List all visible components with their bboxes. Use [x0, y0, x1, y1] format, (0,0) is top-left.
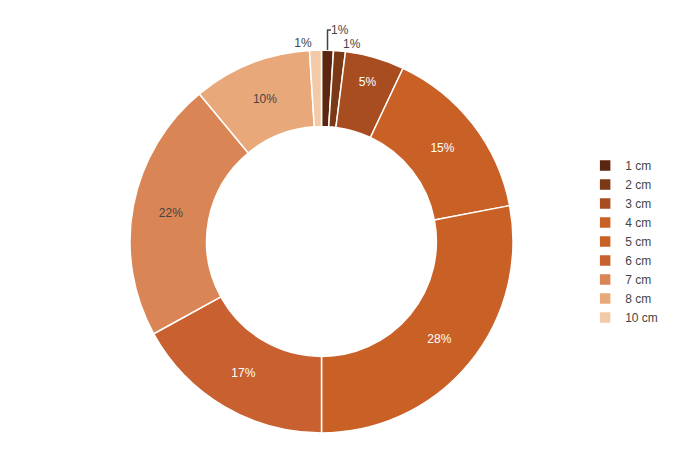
svg-text:1%: 1% — [331, 23, 349, 37]
svg-text:10 cm: 10 cm — [625, 311, 658, 325]
svg-text:6 cm: 6 cm — [625, 254, 651, 268]
svg-text:7 cm: 7 cm — [625, 273, 651, 287]
svg-text:8 cm: 8 cm — [625, 292, 651, 306]
svg-text:3 cm: 3 cm — [625, 197, 651, 211]
svg-text:4 cm: 4 cm — [625, 216, 651, 230]
svg-text:28%: 28% — [427, 332, 451, 346]
svg-text:2 cm: 2 cm — [625, 178, 651, 192]
svg-text:22%: 22% — [159, 206, 183, 220]
svg-text:17%: 17% — [231, 366, 255, 380]
svg-text:1%: 1% — [343, 37, 361, 51]
svg-text:5%: 5% — [359, 75, 377, 89]
svg-text:15%: 15% — [430, 141, 454, 155]
svg-text:5 cm: 5 cm — [625, 235, 651, 249]
svg-text:1 cm: 1 cm — [625, 159, 651, 173]
svg-text:1%: 1% — [294, 36, 312, 50]
svg-text:10%: 10% — [253, 92, 277, 106]
